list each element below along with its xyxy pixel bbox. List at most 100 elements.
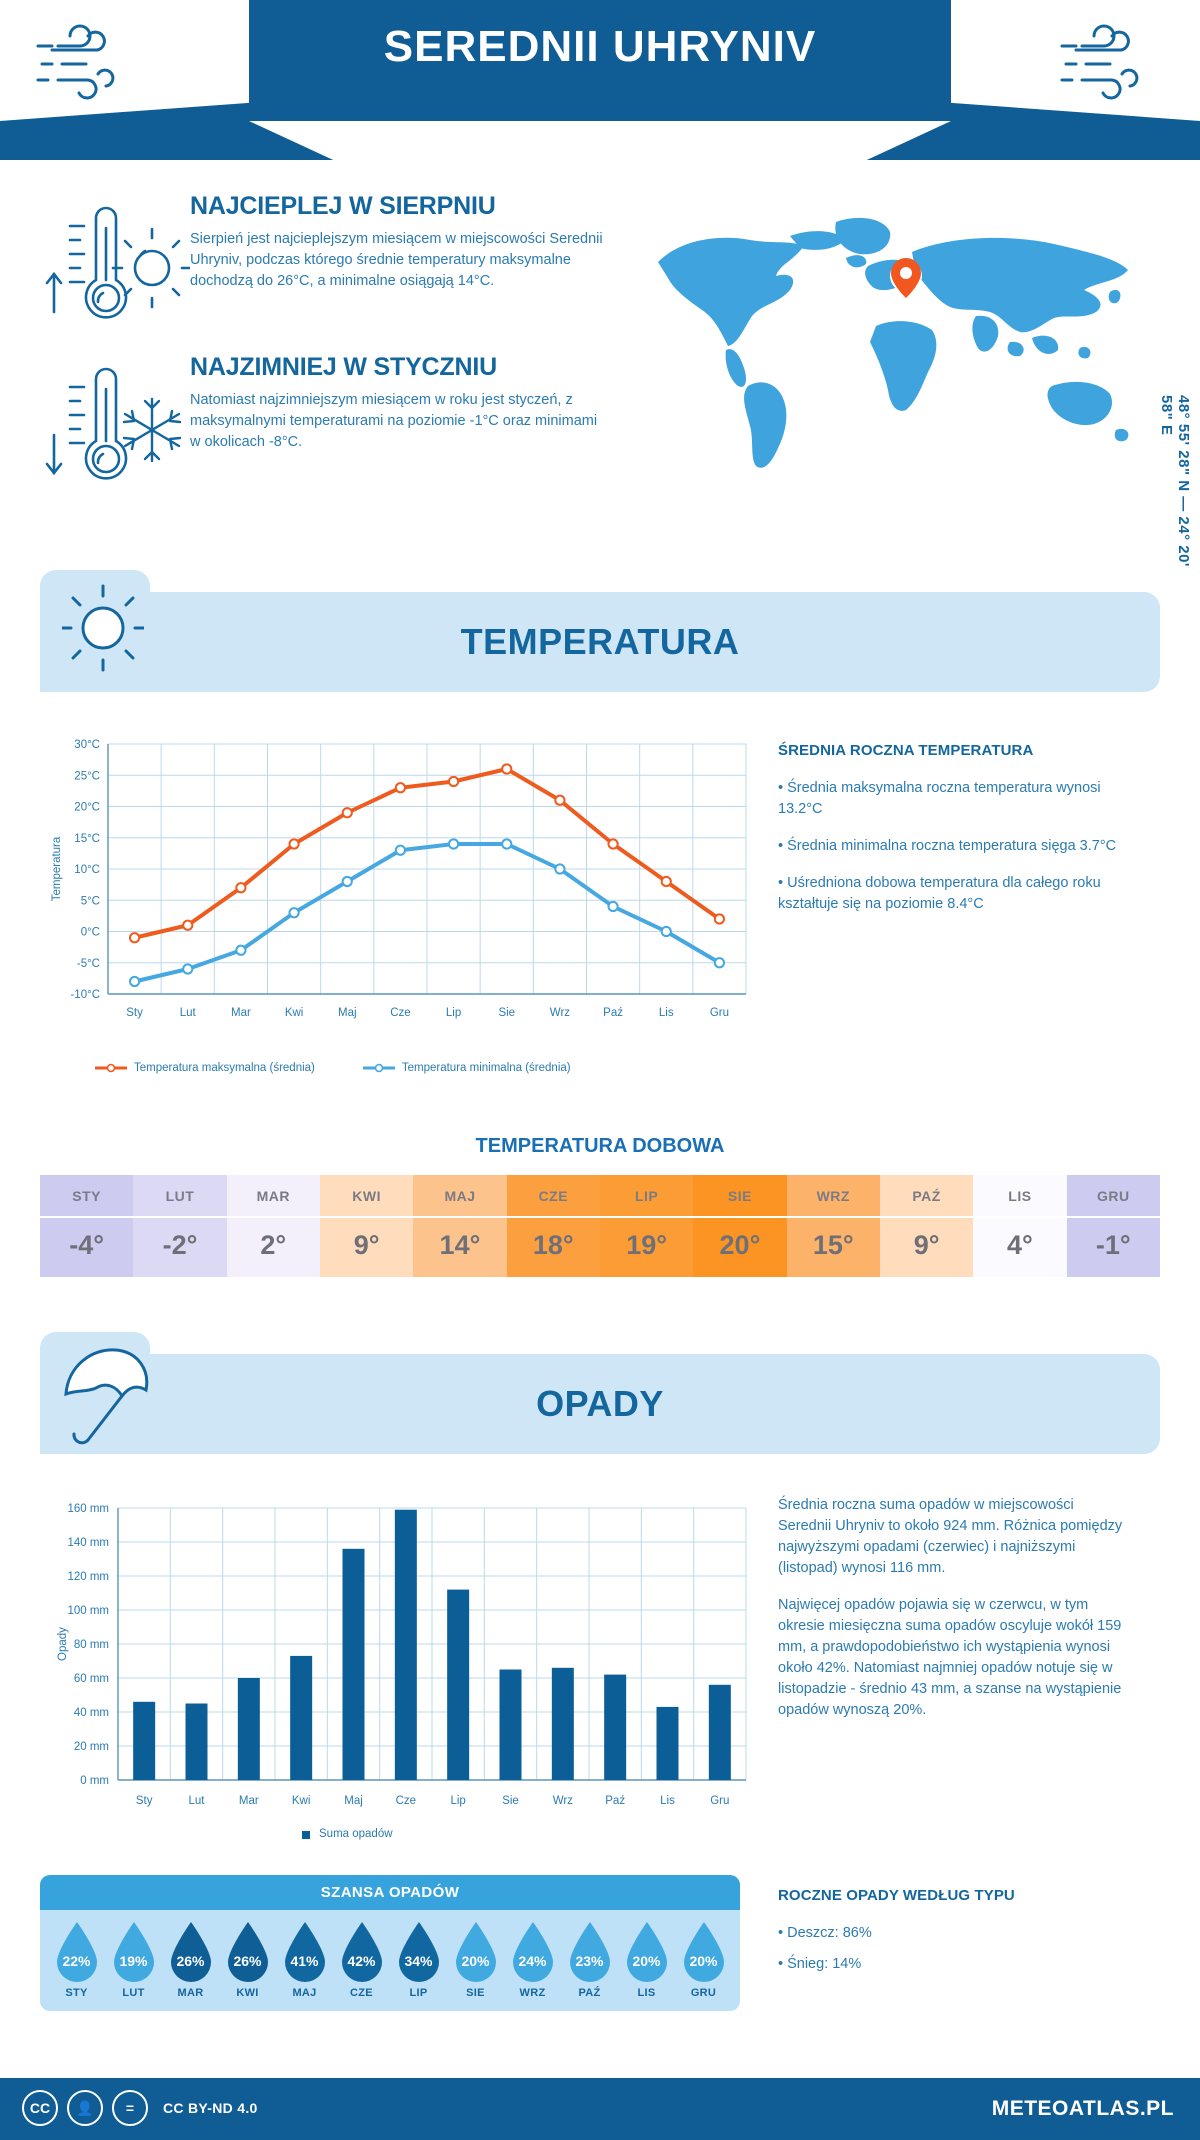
header-notch — [249, 121, 951, 160]
water-drop-icon: 20% — [623, 1920, 671, 1984]
warmest-body: NAJCIEPLEJ W SIERPNIU Sierpień jest najc… — [190, 190, 660, 292]
temperature-banner: TEMPERATURA — [40, 570, 1160, 692]
svg-text:Mar: Mar — [231, 1007, 251, 1019]
warmest-month-block: NAJCIEPLEJ W SIERPNIU Sierpień jest najc… — [40, 190, 660, 345]
header-left-panel — [0, 0, 249, 121]
daily-temp-month: MAJ — [413, 1175, 507, 1216]
daily-temp-month: SIE — [693, 1175, 787, 1216]
world-map — [640, 200, 1160, 480]
svg-text:0°C: 0°C — [81, 927, 100, 939]
svg-text:100 mm: 100 mm — [67, 1605, 109, 1617]
svg-text:Paź: Paź — [605, 1795, 625, 1807]
svg-text:Lip: Lip — [450, 1795, 465, 1807]
precipitation-chance-month: SIE — [466, 1987, 485, 1999]
daily-temp-column: GRU -1° — [1066, 1175, 1160, 1277]
legend-label-min: Temperatura minimalna (średnia) — [401, 1062, 571, 1074]
svg-text:Sie: Sie — [498, 1007, 515, 1019]
header-right-panel — [951, 0, 1200, 121]
daily-temp-month: LUT — [133, 1175, 227, 1216]
water-drop-icon: 23% — [566, 1920, 614, 1984]
svg-text:Cze: Cze — [396, 1795, 416, 1807]
brand-label: METEOATLAS.PL — [991, 2097, 1174, 2120]
intro-text-column: NAJCIEPLEJ W SIERPNIU Sierpień jest najc… — [40, 190, 660, 497]
precipitation-chance-month: LIP — [409, 1987, 428, 1999]
daily-temp-divider — [599, 1216, 694, 1218]
precipitation-chance-month: MAR — [177, 1987, 204, 1999]
daily-temperature-title: TEMPERATURA DOBOWA — [475, 1135, 725, 1157]
precipitation-chance-column: 41% MAJ — [276, 1920, 333, 1999]
precipitation-chance-value: 26% — [176, 1953, 205, 1969]
daily-temp-month: STY — [40, 1175, 134, 1216]
precipitation-chance-value: 41% — [290, 1953, 319, 1969]
svg-text:Kwi: Kwi — [292, 1795, 311, 1807]
page-title: SEREDNII UHRYNIV — [383, 22, 817, 71]
precipitation-chart-legend: Suma opadów — [300, 1828, 393, 1840]
precipitation-chance-column: 24% WRZ — [504, 1920, 561, 1999]
daily-temp-value: 15° — [786, 1218, 880, 1277]
svg-text:80 mm: 80 mm — [74, 1639, 109, 1651]
svg-text:40 mm: 40 mm — [74, 1707, 109, 1719]
daily-temp-divider — [973, 1216, 1067, 1218]
coldest-icons — [40, 351, 190, 491]
svg-text:Wrz: Wrz — [550, 1007, 570, 1019]
water-drop-icon: 41% — [281, 1920, 329, 1984]
daily-temp-value: 14° — [413, 1218, 507, 1277]
precipitation-chance-month: LIS — [637, 1987, 656, 1999]
water-drop-icon: 34% — [395, 1920, 443, 1984]
daily-temp-month: WRZ — [786, 1175, 880, 1216]
water-drop-icon: 24% — [509, 1920, 557, 1984]
precipitation-chance-column: 19% LUT — [105, 1920, 162, 1999]
daily-temp-column: STY -4° — [40, 1175, 134, 1277]
precip-paragraph-2: Najwięcej opadów pojawia się w czerwcu, … — [778, 1597, 1122, 1719]
daily-temp-divider — [40, 1216, 134, 1218]
water-drop-icon: 22% — [53, 1920, 101, 1984]
annual-temp-bullet-3: • Uśredniona dobowa temperatura dla całe… — [778, 874, 1101, 912]
precipitation-chance-month: WRZ — [519, 1987, 546, 1999]
svg-text:Maj: Maj — [344, 1795, 363, 1807]
precipitation-chance-value: 19% — [119, 1953, 148, 1969]
svg-text:Lut: Lut — [189, 1795, 206, 1807]
daily-temp-column: LIP 19° — [599, 1175, 694, 1277]
precipitation-banner: OPADY — [40, 1332, 1160, 1454]
svg-text:Opady: Opady — [57, 1627, 69, 1661]
svg-text:Mar: Mar — [239, 1795, 259, 1807]
daily-temp-value: 18° — [506, 1218, 600, 1277]
precipitation-chance-month: STY — [65, 1987, 88, 1999]
coldest-month-block: NAJZIMNIEJ W STYCZNIU Natomiast najzimni… — [40, 351, 660, 491]
svg-text:Sie: Sie — [502, 1795, 519, 1807]
precipitation-types-heading: ROCZNE OPADY WEDŁUG TYPU — [778, 1887, 1015, 1904]
temperature-chart: -10°C -5°C 0°C 5°C 10°C 15°C 20°C 25°C 30°C Sty Lu… — [40, 726, 760, 1056]
precipitation-chance-card: SZANSA OPADÓW 22% STY 19% LUT 26% MAR 26% KWI 41… — [40, 1875, 740, 2011]
daily-temp-divider — [786, 1216, 880, 1218]
precipitation-chance-column: 26% MAR — [162, 1920, 219, 1999]
legend-label-max: Temperatura maksymalna (średnia) — [134, 1062, 315, 1074]
svg-text:120 mm: 120 mm — [67, 1571, 109, 1583]
daily-temp-column: LUT -2° — [133, 1175, 227, 1277]
svg-text:10°C: 10°C — [74, 864, 100, 876]
legend-item-precip: Suma opadów — [300, 1828, 393, 1840]
legend-label-precip: Suma opadów — [319, 1828, 393, 1840]
intro-section: NAJCIEPLEJ W SIERPNIU Sierpień jest najc… — [0, 180, 1200, 580]
precipitation-chance-value: 42% — [347, 1953, 376, 1969]
precipitation-chance-value: 22% — [62, 1953, 91, 1969]
precipitation-chance-column: 20% GRU — [675, 1920, 732, 1999]
coldest-body: NAJZIMNIEJ W STYCZNIU Natomiast najzimni… — [190, 351, 660, 453]
svg-text:Paź: Paź — [603, 1007, 623, 1019]
daily-temp-value: 9° — [319, 1218, 414, 1277]
daily-temp-value: 19° — [599, 1218, 694, 1277]
coldest-title: NAJZIMNIEJ W STYCZNIU — [190, 353, 497, 381]
precipitation-chance-value: 24% — [518, 1953, 547, 1969]
svg-text:140 mm: 140 mm — [67, 1537, 109, 1549]
svg-text:Gru: Gru — [710, 1007, 729, 1019]
svg-text:Lis: Lis — [659, 1007, 674, 1019]
water-drop-icon: 26% — [224, 1920, 272, 1984]
svg-text:Maj: Maj — [338, 1007, 357, 1019]
precip-paragraph-1: Średnia roczna suma opadów w miejscowośc… — [778, 1497, 1123, 1577]
daily-temp-divider — [693, 1216, 787, 1218]
page-subtitle: UKRAINA — [561, 124, 639, 140]
svg-text:15°C: 15°C — [74, 833, 100, 845]
svg-text:60 mm: 60 mm — [74, 1673, 109, 1685]
map-marker — [890, 258, 922, 298]
daily-temp-column: SIE 20° — [693, 1175, 787, 1277]
